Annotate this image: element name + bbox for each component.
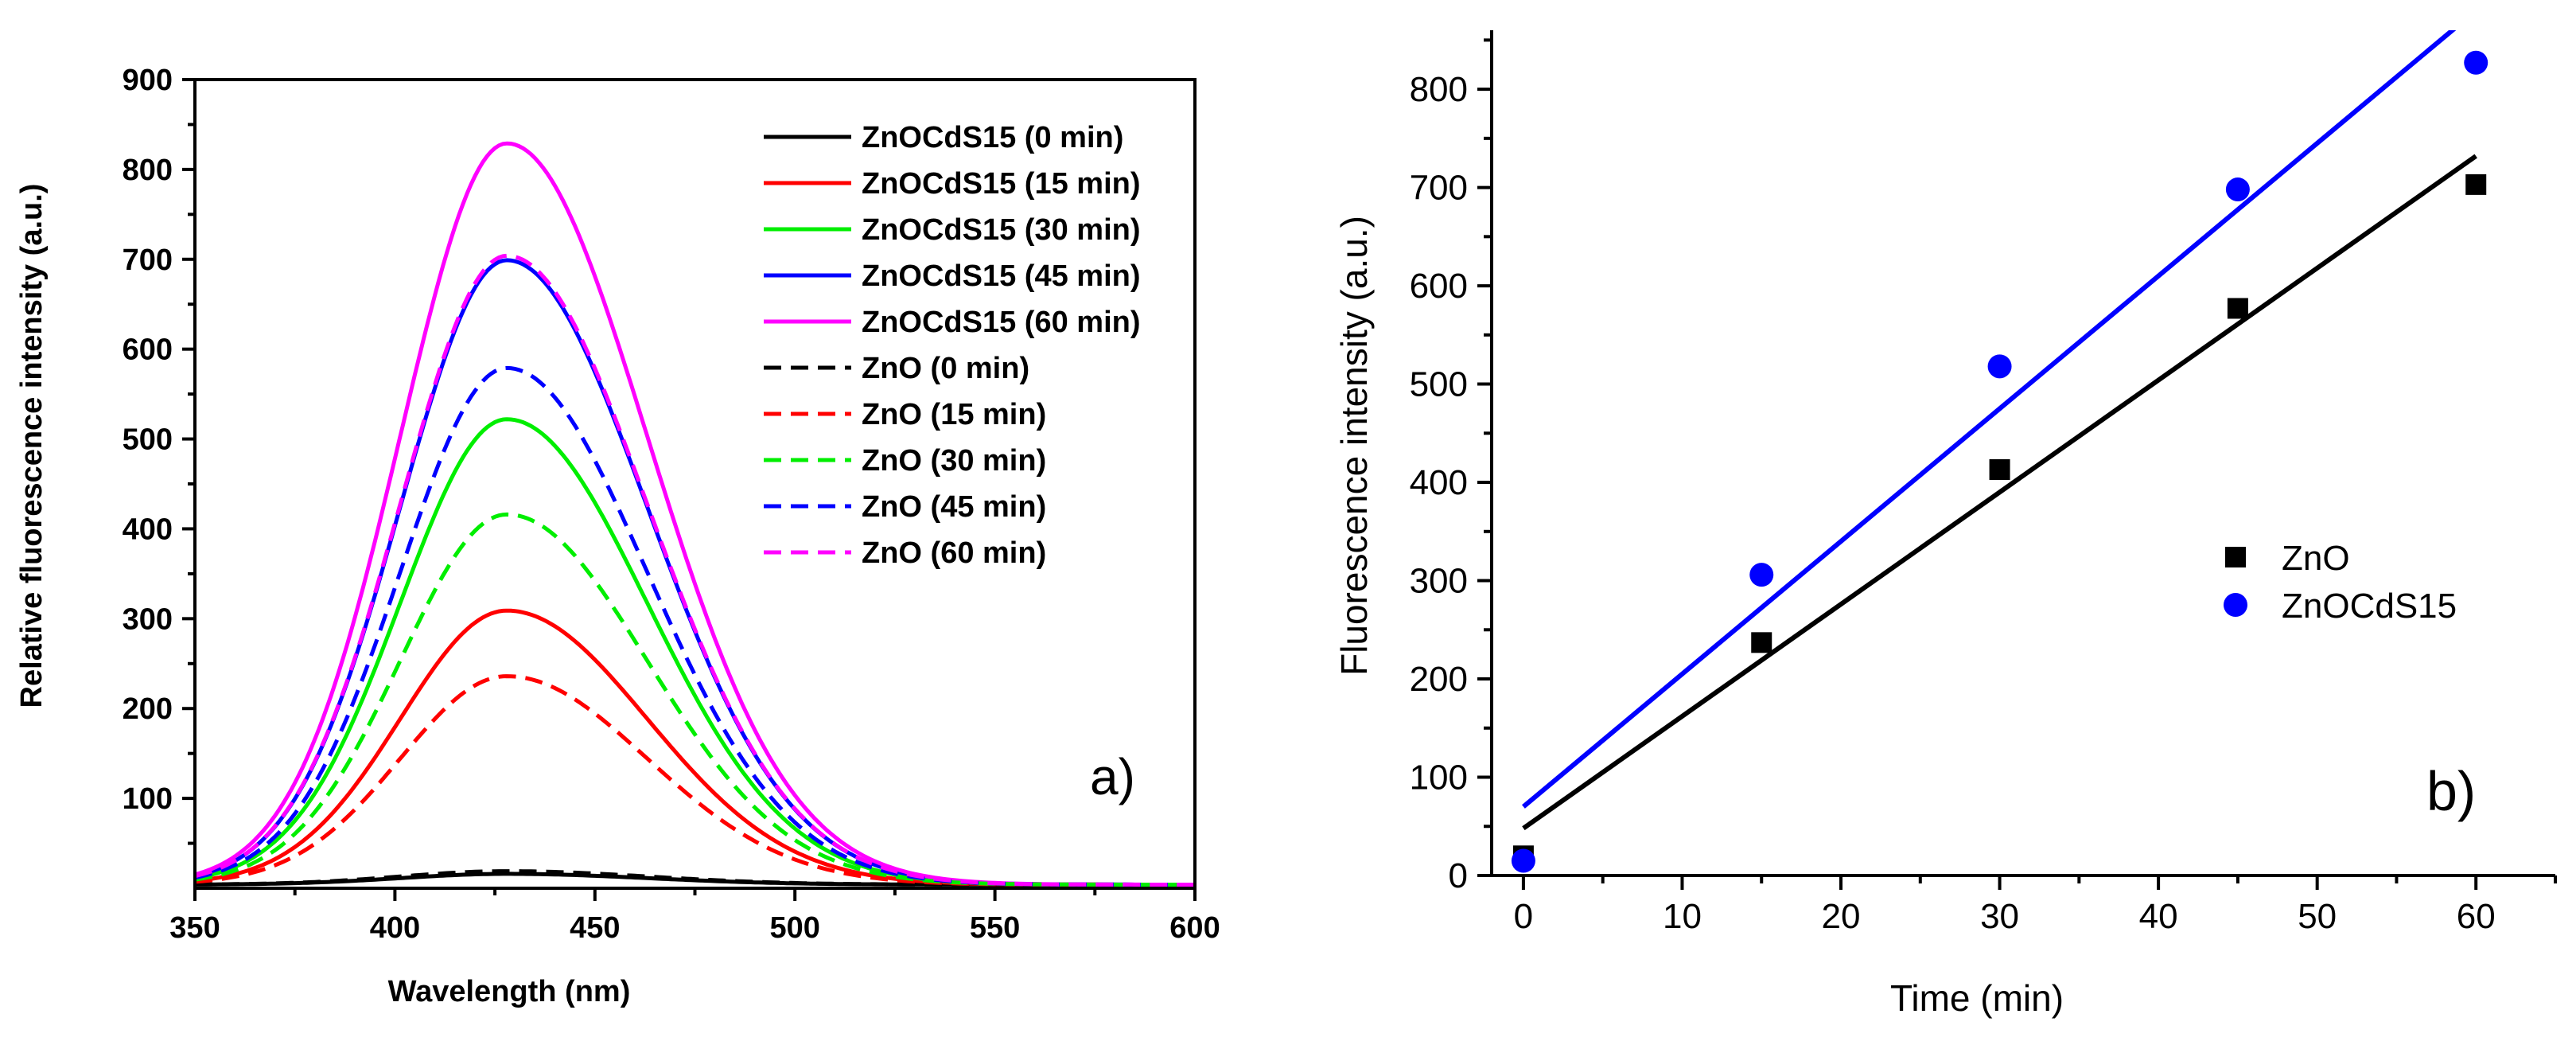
chart-panel-b: ZnO ZnOCdS15 0 10 20 30 40 50 60 0 100 200 300 400 5… (1333, 30, 2557, 1019)
legend-label-a: ZnO (45 min) (862, 490, 1046, 524)
legend-label-a: ZnO (30 min) (862, 444, 1046, 478)
y-tick-label-b: 0 (1449, 856, 1468, 895)
spectrum-5 (194, 869, 1195, 887)
y-tick-label-a: 500 (123, 423, 173, 457)
fit-lines (1521, 30, 2477, 831)
legend-a: ZnOCdS15 (0 min) ZnOCdS15 (15 min) ZnOCdS1… (764, 121, 1141, 570)
legend-label-a: ZnOCdS15 (15 min) (862, 167, 1141, 201)
y-tick-label-a: 200 (123, 692, 173, 726)
x-axis-ticks-b: 0 10 20 30 40 50 60 (1514, 875, 2557, 936)
x-tick-label-b: 0 (1514, 897, 1533, 936)
fit-line-ZnO (1522, 154, 2477, 831)
x-tick-label-b: 50 (2298, 897, 2337, 936)
y-tick-label-a: 300 (123, 602, 173, 636)
x-tick-label-b: 40 (2139, 897, 2178, 936)
y-tick-label-b: 300 (1410, 562, 1468, 601)
chart-panel-a: ZnOCdS15 (0 min) ZnOCdS15 (15 min) ZnOCdS1… (15, 64, 1220, 1008)
y-tick-label-a: 700 (123, 244, 173, 277)
panel-label-b: b) (2426, 760, 2476, 822)
legend-label-a: ZnO (60 min) (862, 536, 1046, 570)
x-tick-label-b: 10 (1663, 897, 1702, 936)
legend-marker-b (2225, 547, 2246, 567)
y-tick-label-b: 500 (1410, 365, 1468, 404)
panel-label-a: a) (1090, 748, 1135, 805)
legend-label-b: ZnOCdS15 (2282, 587, 2457, 626)
y-tick-label-a: 600 (123, 333, 173, 367)
data-point-ZnOCdS15 (2464, 50, 2488, 75)
legend-label-a: ZnOCdS15 (45 min) (862, 259, 1141, 293)
y-tick-label-a: 800 (123, 154, 173, 187)
data-point-ZnOCdS15 (1987, 354, 2012, 379)
y-tick-label-a: 400 (123, 513, 173, 546)
y-tick-label-b: 100 (1410, 758, 1468, 797)
legend-label-a: ZnO (0 min) (862, 352, 1029, 385)
data-point-ZnO (2227, 298, 2248, 319)
x-tick-label-b: 30 (1980, 897, 2019, 936)
data-point-ZnOCdS15 (2225, 177, 2250, 202)
data-point-ZnOCdS15 (1749, 563, 1774, 587)
y-axis-ticks-a: 100 200 300 400 500 600 700 800 900 (123, 64, 195, 845)
data-point-ZnO (2465, 174, 2487, 195)
x-axis-ticks-a: 350 400 450 500 550 600 (169, 888, 1220, 945)
legend-b: ZnO ZnOCdS15 (2224, 539, 2457, 626)
spectrum-6 (194, 674, 1195, 887)
y-tick-label-b: 700 (1410, 169, 1468, 208)
spectra-curves (194, 141, 1195, 887)
legend-label-a: ZnOCdS15 (30 min) (862, 213, 1141, 247)
y-tick-label-a: 900 (123, 64, 173, 97)
legend-marker-b (2224, 593, 2247, 617)
legend-label-a: ZnOCdS15 (60 min) (862, 306, 1141, 339)
x-tick-label-a: 550 (970, 911, 1020, 945)
x-tick-label-a: 400 (370, 911, 420, 945)
data-point-ZnO (1989, 458, 2010, 480)
x-axis-label-b: Time (min) (1890, 977, 2064, 1019)
legend-label-a: ZnO (15 min) (862, 398, 1046, 431)
data-point-ZnO (1751, 632, 1772, 653)
legend-label-b: ZnO (2282, 539, 2350, 578)
y-tick-label-b: 600 (1410, 267, 1468, 306)
fit-line-ZnOCdS15 (1521, 30, 2457, 809)
y-axis-ticks-b: 0 100 200 300 400 500 600 700 800 (1410, 38, 1492, 895)
y-tick-label-a: 100 (123, 782, 173, 816)
y-tick-label-b: 800 (1410, 70, 1468, 109)
y-tick-label-b: 400 (1410, 463, 1468, 502)
legend-label-a: ZnOCdS15 (0 min) (862, 121, 1123, 154)
x-tick-label-b: 60 (2457, 897, 2496, 936)
x-tick-label-a: 600 (1169, 911, 1220, 945)
y-axis-label-b: Fluorescence intensity (a.u.) (1333, 216, 1375, 676)
y-axis-label-a: Relative fluorescence intensity (a.u.) (15, 184, 49, 708)
x-tick-label-a: 350 (169, 911, 220, 945)
data-points (1511, 50, 2488, 873)
x-tick-label-b: 20 (1822, 897, 1861, 936)
axes-b (1490, 30, 2555, 877)
spectrum-9 (194, 253, 1195, 887)
x-tick-label-a: 500 (769, 911, 819, 945)
x-tick-label-a: 450 (570, 911, 620, 945)
spectrum-3 (194, 258, 1195, 887)
y-tick-label-b: 200 (1410, 660, 1468, 699)
x-axis-label-a: Wavelength (nm) (388, 975, 631, 1008)
spectrum-7 (194, 512, 1195, 887)
data-point-ZnOCdS15 (1511, 848, 1535, 873)
